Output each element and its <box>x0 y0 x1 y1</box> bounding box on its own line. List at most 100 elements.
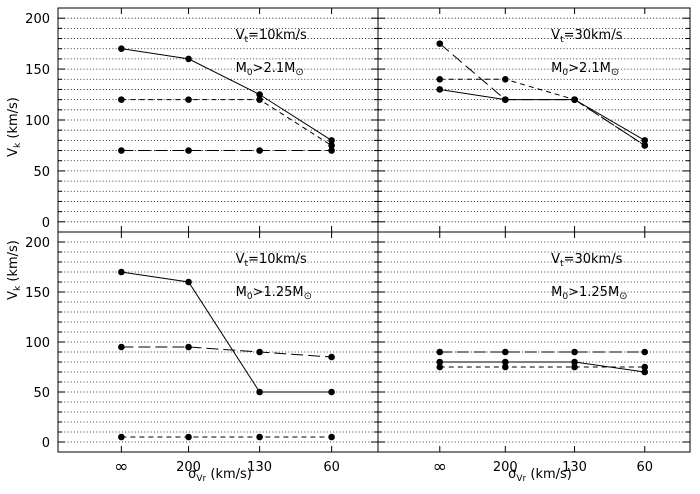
annotation-m0: M0>1.25M⊙ <box>551 285 627 302</box>
annotation-sun-symbol: ⊙ <box>295 67 303 78</box>
annotation-rest: =10km/s <box>248 28 307 43</box>
annotation-sub: t <box>560 259 564 269</box>
annotation-m0: M0>2.1M⊙ <box>236 61 304 78</box>
annotation-rest: >2.1M <box>253 61 296 76</box>
annotation-main: M <box>551 61 562 76</box>
annotation-m0: M0>2.1M⊙ <box>551 61 619 78</box>
data-point-solid <box>501 358 509 366</box>
data-point-short-dash <box>118 96 125 103</box>
series-line-solid <box>121 271 332 393</box>
data-point-solid <box>118 268 125 276</box>
data-point-short-dash <box>641 363 649 371</box>
x-tick-label: 130 <box>562 460 587 475</box>
data-point-long-dash <box>641 142 649 149</box>
data-point-short-dash <box>118 433 125 441</box>
data-point-short-dash <box>571 363 578 371</box>
annotation-main: V <box>551 28 560 43</box>
data-point-solid <box>436 86 444 93</box>
panel-frame <box>377 7 691 233</box>
data-point-long-dash <box>185 147 192 154</box>
annotation-sub: t <box>245 35 249 45</box>
annotation-vt: Vt=30km/s <box>551 28 622 45</box>
y-tick-label: 200 <box>25 12 50 27</box>
data-point-short-dash <box>256 433 263 441</box>
annotation-rest: >1.25M <box>253 285 304 300</box>
annotation-main: V <box>551 252 560 267</box>
y-tick-label: 50 <box>33 165 50 180</box>
data-point-long-dash <box>118 343 125 351</box>
data-point-long-dash <box>328 353 335 361</box>
x-tick-label: ∞ <box>114 457 128 477</box>
data-point-solid <box>641 368 649 376</box>
data-point-short-dash <box>328 433 335 441</box>
panel-frame <box>377 231 691 453</box>
y-tick-label: 150 <box>25 63 50 78</box>
x-tick-label: 200 <box>176 460 201 475</box>
x-tick-label: ∞ <box>433 457 447 477</box>
data-point-long-dash <box>641 348 649 356</box>
data-point-long-dash <box>185 343 192 351</box>
x-axis-label-left: σVr (km/s) <box>188 467 252 484</box>
data-point-long-dash <box>118 147 125 154</box>
data-point-short-dash <box>328 142 335 149</box>
data-point-long-dash <box>256 348 263 356</box>
y-axis-label: Vk (km/s) <box>6 240 23 300</box>
series-line-solid <box>439 361 645 373</box>
annotation-sun-symbol: ⊙ <box>304 291 312 302</box>
data-point-short-dash <box>256 96 263 103</box>
y-tick-label: 100 <box>25 114 50 129</box>
series-line-long-dash <box>439 43 646 146</box>
series-line-long-dash <box>121 346 332 358</box>
annotation-rest: >2.1M <box>568 61 611 76</box>
data-point-long-dash <box>501 348 509 356</box>
data-point-solid <box>256 91 263 98</box>
data-point-solid <box>118 45 125 53</box>
series-line-solid <box>439 89 646 141</box>
data-point-solid <box>328 388 335 396</box>
y-tick-label: 200 <box>25 236 50 251</box>
annotation-sub: 0 <box>247 68 253 78</box>
data-point-long-dash <box>571 96 578 103</box>
annotation-sun-symbol: ⊙ <box>611 67 619 78</box>
x-axis-label-right: σVr (km/s) <box>508 467 572 484</box>
annotation-vt: Vt=30km/s <box>551 252 622 269</box>
annotation-sub: t <box>245 259 249 269</box>
data-point-short-dash <box>436 363 444 371</box>
annotation-m0: M0>1.25M⊙ <box>236 285 312 302</box>
data-point-solid <box>256 388 263 396</box>
annotation-vt: Vt=10km/s <box>236 28 307 45</box>
annotation-main: M <box>551 285 562 300</box>
data-point-solid <box>436 358 444 366</box>
y-tick-label: 100 <box>25 336 50 351</box>
annotation-sub: 0 <box>562 68 568 78</box>
x-tick-label: 200 <box>493 460 518 475</box>
data-point-long-dash <box>328 147 335 154</box>
y-tick-label: 0 <box>42 216 50 231</box>
annotation-rest: =10km/s <box>248 252 307 267</box>
annotation-rest: =30km/s <box>564 252 623 267</box>
series-line-short-dash <box>121 99 332 146</box>
data-point-long-dash <box>436 348 444 356</box>
data-point-solid <box>328 137 335 144</box>
y-tick-label: 150 <box>25 286 50 301</box>
data-point-short-dash <box>185 96 192 103</box>
y-axis-label-main: V <box>6 291 21 300</box>
data-point-short-dash <box>436 75 444 83</box>
x-tick-label: 60 <box>323 460 340 475</box>
panel-bottom-right: ∞ 200 130 60 Vt=30km/s M0>1.25M⊙ <box>377 231 691 477</box>
annotation-main: M <box>236 61 247 76</box>
data-point-long-dash <box>501 96 509 103</box>
data-point-solid <box>571 358 578 366</box>
y-axis-label-top: Vk (km/s) <box>6 97 23 157</box>
data-point-long-dash <box>256 147 263 154</box>
data-point-short-dash <box>185 433 192 441</box>
annotation-vt: Vt=10km/s <box>236 252 307 269</box>
annotation-sub: 0 <box>562 292 568 302</box>
data-point-short-dash <box>501 75 509 83</box>
panel-top-right: Vt=30km/s M0>2.1M⊙ <box>377 7 691 233</box>
data-point-short-dash <box>501 363 509 371</box>
x-tick-label: 60 <box>636 460 653 475</box>
